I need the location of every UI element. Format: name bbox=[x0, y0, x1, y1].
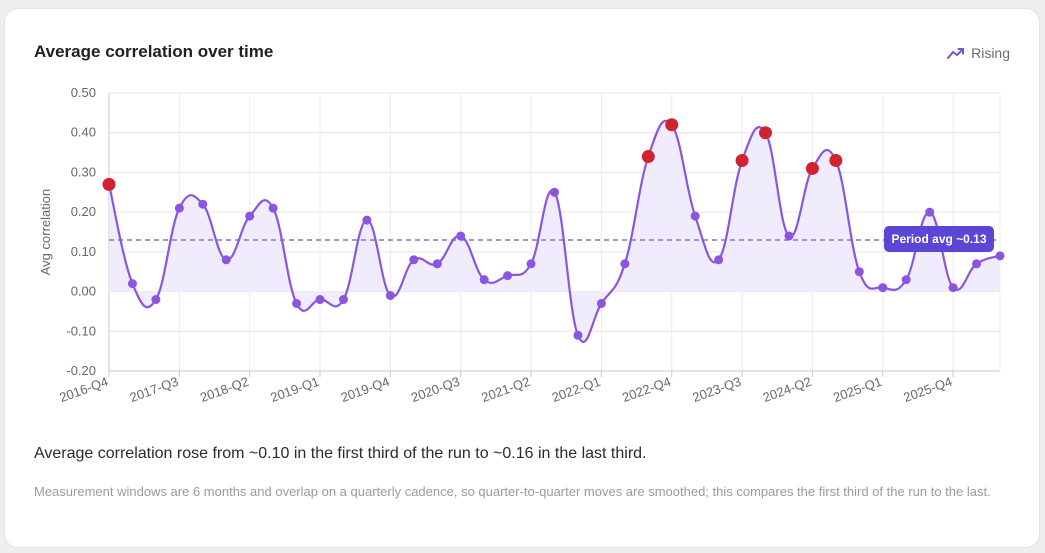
summary-text: Average correlation rose from ~0.10 in t… bbox=[34, 445, 647, 462]
card-title: Average correlation over time bbox=[34, 42, 274, 61]
footnote-text: Measurement windows are 6 months and ove… bbox=[34, 484, 991, 499]
data-point bbox=[151, 295, 161, 305]
data-point bbox=[690, 211, 700, 221]
data-point bbox=[620, 259, 630, 269]
data-point bbox=[784, 231, 794, 241]
y-tick-label: 0.10 bbox=[71, 244, 96, 259]
trend-indicator: Rising bbox=[947, 45, 1010, 61]
trending-up-icon bbox=[947, 48, 965, 59]
data-point bbox=[221, 255, 231, 265]
x-tick-label: 2016-Q4 bbox=[57, 374, 110, 405]
area-fill bbox=[109, 120, 1000, 342]
y-tick-label: 0.50 bbox=[71, 85, 96, 100]
data-point bbox=[198, 199, 208, 209]
y-tick-label: 0.20 bbox=[71, 204, 96, 219]
data-point bbox=[174, 203, 184, 213]
data-point bbox=[245, 211, 255, 221]
highlight-point bbox=[641, 150, 655, 164]
data-point bbox=[362, 215, 372, 225]
x-tick-label: 2021-Q2 bbox=[479, 374, 532, 405]
data-point bbox=[995, 251, 1005, 261]
data-point bbox=[972, 259, 982, 269]
trend-label: Rising bbox=[971, 45, 1010, 61]
period-average-label: Period avg ~0.13 bbox=[891, 232, 986, 246]
x-tick-label: 2017-Q3 bbox=[128, 374, 181, 405]
x-tick-label: 2022-Q1 bbox=[550, 374, 603, 405]
data-point bbox=[948, 283, 958, 293]
data-point bbox=[526, 259, 536, 269]
data-point bbox=[901, 275, 911, 285]
highlight-point bbox=[805, 161, 819, 175]
data-point bbox=[878, 283, 888, 293]
highlight-point bbox=[102, 177, 116, 191]
data-point bbox=[925, 207, 935, 217]
x-tick-label: 2024-Q2 bbox=[761, 374, 814, 405]
data-point bbox=[596, 298, 606, 308]
x-tick-label: 2019-Q4 bbox=[339, 374, 392, 405]
highlight-point bbox=[759, 126, 773, 140]
y-tick-label: 0.30 bbox=[71, 164, 96, 179]
x-tick-label: 2023-Q3 bbox=[690, 374, 743, 405]
data-point bbox=[268, 203, 278, 213]
highlight-point bbox=[829, 154, 843, 168]
y-tick-label: 0.00 bbox=[71, 284, 96, 299]
data-point bbox=[456, 231, 466, 241]
x-tick-label: 2025-Q4 bbox=[901, 374, 954, 405]
x-tick-label: 2019-Q1 bbox=[268, 374, 321, 405]
data-point bbox=[714, 255, 724, 265]
x-tick-label: 2018-Q2 bbox=[198, 374, 251, 405]
data-point bbox=[315, 295, 325, 305]
x-tick-label: 2020-Q3 bbox=[409, 374, 462, 405]
highlight-point bbox=[665, 118, 679, 132]
period-average-badge bbox=[884, 225, 994, 252]
data-point bbox=[479, 275, 489, 285]
data-point bbox=[854, 267, 864, 277]
y-tick-label: -0.10 bbox=[66, 323, 96, 338]
data-point bbox=[409, 255, 419, 265]
x-tick-label: 2022-Q4 bbox=[620, 374, 673, 405]
data-point bbox=[127, 279, 137, 289]
data-point bbox=[550, 187, 559, 197]
y-axis-title: Avg correlation bbox=[38, 189, 53, 275]
data-point bbox=[292, 298, 302, 308]
x-tick-label: 2025-Q1 bbox=[831, 374, 884, 405]
data-point bbox=[503, 271, 513, 281]
y-tick-label: 0.40 bbox=[71, 125, 96, 140]
y-tick-label: -0.20 bbox=[66, 363, 96, 378]
data-point bbox=[573, 330, 583, 340]
data-point bbox=[432, 259, 442, 269]
data-point bbox=[338, 295, 348, 305]
highlight-point bbox=[735, 154, 749, 168]
series-line bbox=[107, 119, 1001, 343]
data-point bbox=[385, 291, 395, 301]
